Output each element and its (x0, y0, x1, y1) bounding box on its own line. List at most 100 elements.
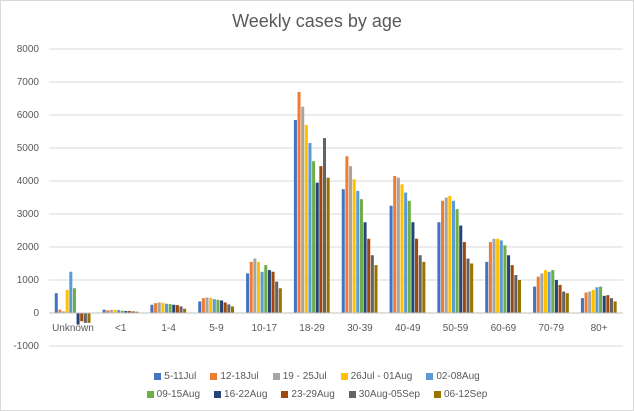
bar (602, 295, 606, 313)
y-tick-label: 5000 (17, 143, 40, 154)
y-tick-label: -1000 (13, 341, 39, 352)
x-tick-label: 30-39 (347, 323, 373, 334)
y-tick-label: 4000 (17, 176, 40, 187)
legend-item: 06-12Sep (433, 388, 488, 400)
legend-swatch (154, 372, 162, 380)
bar (76, 313, 80, 325)
bar (124, 311, 128, 313)
legend-swatch (340, 372, 348, 380)
bar (80, 313, 84, 322)
legend-label: 06-12Sep (443, 388, 488, 400)
bar (609, 298, 614, 313)
bar (109, 310, 113, 313)
bar (58, 309, 62, 313)
bar (319, 166, 323, 313)
bar (246, 273, 250, 313)
bar (613, 301, 617, 313)
legend-swatch (426, 372, 434, 380)
bar (150, 304, 154, 313)
bar (462, 242, 466, 313)
bar (565, 293, 569, 313)
legend-item: 19 - 25Jul (272, 370, 327, 382)
chart-title: Weekly cases by age (232, 11, 402, 31)
bar (62, 311, 66, 313)
bar (293, 119, 297, 313)
bar (562, 291, 566, 313)
bar (488, 242, 492, 313)
bar (374, 265, 378, 313)
x-tick-label: 60-69 (491, 323, 517, 334)
bar (113, 309, 117, 313)
bar (278, 288, 282, 313)
x-tick-label: 5-9 (209, 323, 224, 334)
bar (459, 225, 463, 313)
bar (304, 124, 308, 314)
legend-swatch (146, 390, 154, 398)
legend-label: 26Jul - 01Aug (350, 370, 413, 382)
bar (422, 261, 426, 313)
bar (87, 313, 91, 323)
bar (503, 245, 507, 313)
bar (370, 255, 374, 313)
legend-label: 16-22Aug (224, 388, 268, 400)
y-tick-label: 1000 (17, 275, 40, 286)
legend-swatch (210, 372, 218, 380)
bar (275, 281, 279, 313)
bar (168, 304, 172, 313)
bar (411, 222, 415, 313)
bar (352, 179, 356, 313)
bar (198, 301, 202, 313)
bar (131, 311, 135, 313)
bar (135, 311, 139, 313)
bar (230, 306, 234, 313)
bar (485, 261, 489, 313)
y-tick-label: 3000 (17, 209, 40, 220)
bar (117, 310, 121, 313)
bar (407, 200, 411, 313)
bar (83, 313, 87, 323)
bar (308, 143, 312, 313)
y-tick-label: 0 (33, 308, 39, 319)
bar (448, 195, 452, 313)
chart-legend: 5-11Jul 12-18Jul 19 - 25Jul 26Jul - 01Aug 02… (1, 367, 633, 403)
bar (326, 177, 330, 313)
bar (209, 297, 213, 313)
bar (161, 302, 165, 313)
bar (212, 299, 216, 313)
bar (455, 209, 459, 313)
legend-item: 12-18Jul (210, 370, 259, 382)
legend-item: 30Aug-05Sep (348, 389, 420, 400)
bar (517, 280, 521, 313)
legend-label: 19 - 25Jul (282, 370, 327, 382)
bar (415, 238, 419, 313)
bar (128, 311, 132, 313)
bar (260, 271, 264, 313)
bar (547, 271, 551, 313)
bar (551, 270, 555, 313)
bar (437, 222, 441, 313)
bar (367, 238, 371, 313)
bar (54, 293, 58, 313)
bar (363, 222, 367, 313)
legend-item: 26Jul - 01Aug (340, 370, 413, 382)
bar (157, 302, 161, 313)
bar (540, 273, 544, 313)
bar (444, 197, 448, 313)
legend-label: 5-11Jul (164, 370, 197, 382)
bar (267, 270, 271, 313)
legend-swatch (272, 372, 280, 380)
bar (451, 200, 455, 313)
x-tick-label: 40-49 (395, 323, 421, 334)
legend-label: 12-18Jul (220, 370, 259, 382)
bar (271, 271, 275, 313)
legend-swatch (433, 390, 441, 398)
bar (492, 238, 496, 313)
bar (345, 156, 349, 313)
bar (396, 177, 400, 313)
x-tick-label: 18-29 (299, 323, 325, 334)
legend-item: 23-29Aug (281, 389, 335, 400)
bar (315, 182, 319, 313)
bar (533, 286, 537, 313)
bar (312, 161, 316, 313)
